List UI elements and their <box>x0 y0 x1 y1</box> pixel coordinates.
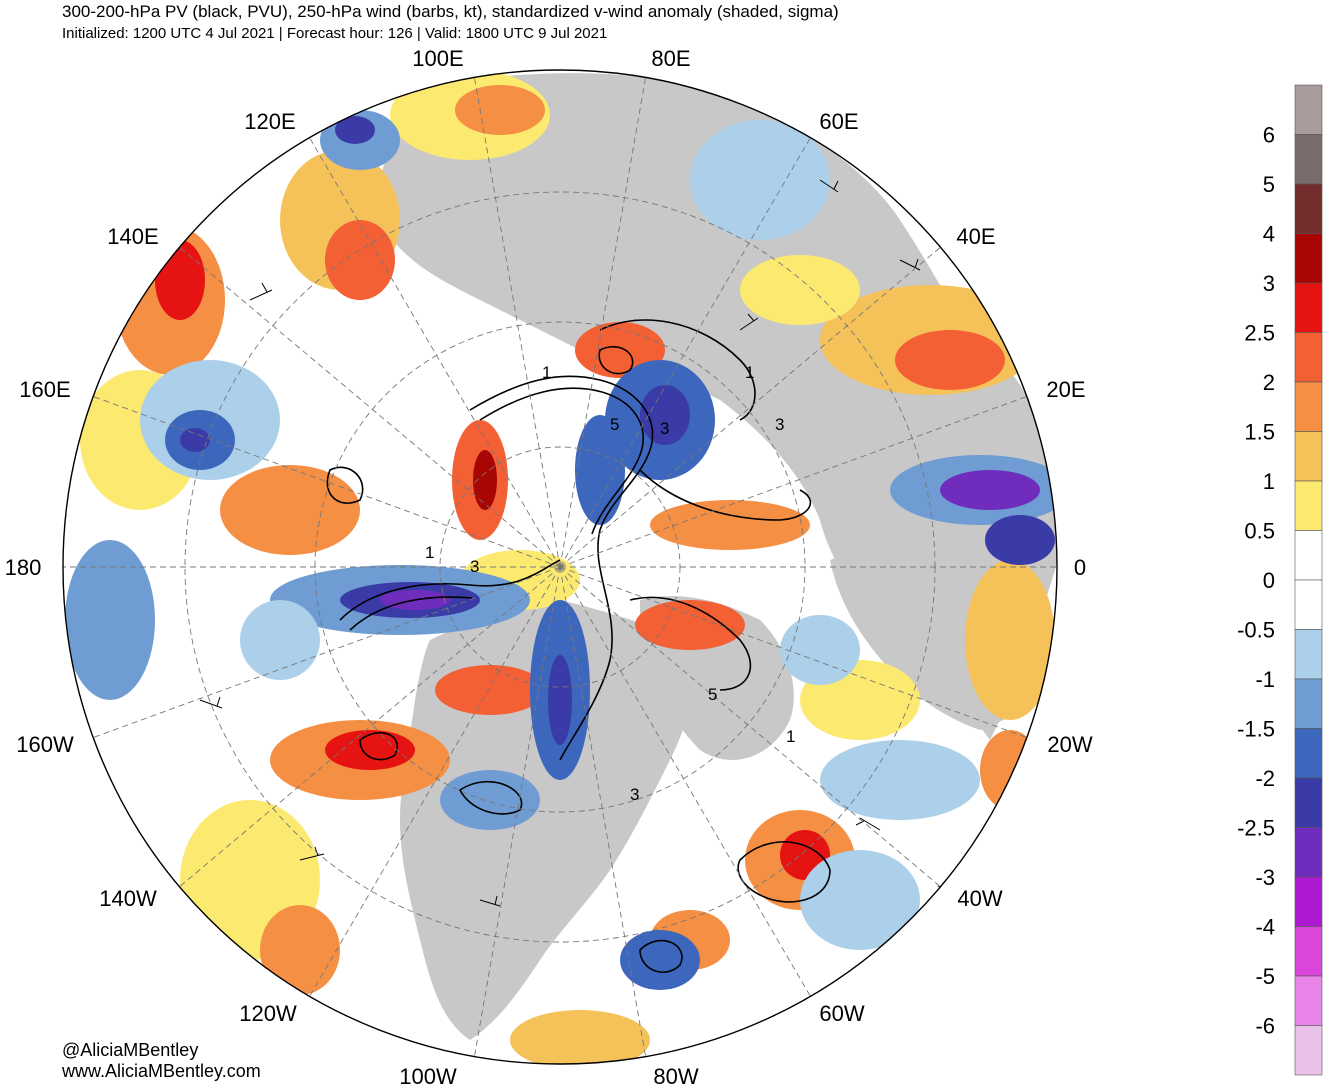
colorbar-swatch <box>1294 579 1323 630</box>
colorbar-swatch <box>1294 282 1323 333</box>
pv-label: 5 <box>708 685 717 704</box>
colorbar-label: -4 <box>1255 915 1275 940</box>
colorbar-label: 1.5 <box>1244 420 1275 445</box>
pv-label: 1 <box>786 727 795 746</box>
pv-label: 3 <box>660 419 669 438</box>
pv-label: 1 <box>745 363 754 382</box>
pv-label: 3 <box>775 415 784 434</box>
credit-handle: @AliciaMBentley <box>62 1040 199 1060</box>
longitude-labels: 100E 80E 120E 60E 140E 40E 160E 20E 180 … <box>5 46 1093 1086</box>
colorbar-label: -0.5 <box>1237 618 1275 643</box>
colorbar: 6 5 4 3 2.5 2 1.5 1 0.5 0 -0.5 -1 -1.5 -2 -2.5 -3 -4 -5 -6 <box>1237 84 1323 1076</box>
lon-label-160w: 160W <box>16 732 74 757</box>
pv-contours <box>326 319 831 974</box>
colorbar-label: -2.5 <box>1237 816 1275 841</box>
colorbar-label: 2 <box>1263 370 1275 395</box>
colorbar-labels: 6 5 4 3 2.5 2 1.5 1 0.5 0 -0.5 -1 -1.5 -2 -2.5 -3 -4 -5 -6 <box>1237 123 1275 1039</box>
lon-label-160e: 160E <box>19 377 70 402</box>
lon-label-20w: 20W <box>1047 732 1092 757</box>
wind-barbs <box>159 179 961 907</box>
positive-anomaly-shading <box>80 70 1055 1064</box>
lon-label-80w: 80W <box>653 1064 698 1086</box>
colorbar-label: 5 <box>1263 172 1275 197</box>
colorbar-label: 0 <box>1263 568 1275 593</box>
chart-title: 300-200-hPa PV (black, PVU), 250-hPa win… <box>62 2 839 21</box>
map-field: 1 5 3 1 3 1 3 5 1 3 <box>63 70 1057 1064</box>
colorbar-swatch <box>1294 1025 1323 1076</box>
colorbar-label: 2.5 <box>1244 321 1275 346</box>
lon-label-60w: 60W <box>819 1001 864 1026</box>
lon-label-0: 0 <box>1074 555 1086 580</box>
colorbar-label: 1 <box>1263 469 1275 494</box>
colorbar-label: -5 <box>1255 964 1275 989</box>
lon-label-40e: 40E <box>956 224 995 249</box>
negative-anomaly-shading <box>65 110 1057 990</box>
colorbar-label: 6 <box>1263 123 1275 148</box>
lon-label-40w: 40W <box>957 886 1002 911</box>
colorbar-swatch <box>1294 827 1323 878</box>
pv-label: 5 <box>610 415 619 434</box>
colorbar-label: 0.5 <box>1244 519 1275 544</box>
colorbar-swatch <box>1294 381 1323 432</box>
colorbar-swatch <box>1294 678 1323 729</box>
credit-website: www.AliciaMBentley.com <box>62 1061 261 1081</box>
lon-label-140e: 140E <box>107 224 158 249</box>
colorbar-swatches <box>1294 84 1323 1076</box>
colorbar-swatch <box>1294 134 1323 185</box>
lon-label-60e: 60E <box>819 109 858 134</box>
colorbar-swatch <box>1294 629 1323 680</box>
graticule <box>63 74 1057 1060</box>
colorbar-label: -2 <box>1255 766 1275 791</box>
colorbar-label: -6 <box>1255 1014 1275 1039</box>
lon-label-100e: 100E <box>412 46 463 71</box>
colorbar-swatch <box>1294 975 1323 1026</box>
lon-label-120w: 120W <box>239 1001 297 1026</box>
lon-label-80e: 80E <box>651 46 690 71</box>
pv-label: 3 <box>470 557 479 576</box>
colorbar-label: -1.5 <box>1237 717 1275 742</box>
lon-label-20e: 20E <box>1046 377 1085 402</box>
map-outline <box>62 69 1058 1065</box>
colorbar-label: 4 <box>1263 222 1275 247</box>
colorbar-swatch <box>1294 332 1323 383</box>
colorbar-swatch <box>1294 777 1323 828</box>
colorbar-swatch <box>1294 431 1323 482</box>
pv-label: 1 <box>425 543 434 562</box>
pv-label: 3 <box>630 785 639 804</box>
colorbar-swatch <box>1294 480 1323 531</box>
colorbar-label: 3 <box>1263 271 1275 296</box>
colorbar-label: -1 <box>1255 667 1275 692</box>
colorbar-swatch <box>1294 926 1323 977</box>
chart-subtitle: Initialized: 1200 UTC 4 Jul 2021 | Forec… <box>62 25 608 42</box>
lon-label-180: 180 <box>5 555 42 580</box>
colorbar-swatch <box>1294 233 1323 284</box>
colorbar-swatch <box>1294 84 1323 135</box>
lon-label-100w: 100W <box>399 1064 457 1086</box>
colorbar-label: -3 <box>1255 865 1275 890</box>
lon-label-140w: 140W <box>99 886 157 911</box>
colorbar-swatch <box>1294 728 1323 779</box>
colorbar-swatch <box>1294 876 1323 927</box>
colorbar-swatch <box>1294 530 1323 581</box>
pv-label: 1 <box>542 363 551 382</box>
pv-contour-labels: 1 5 3 1 3 1 3 5 1 3 <box>425 363 795 804</box>
colorbar-swatch <box>1294 183 1323 234</box>
lon-label-120e: 120E <box>244 109 295 134</box>
